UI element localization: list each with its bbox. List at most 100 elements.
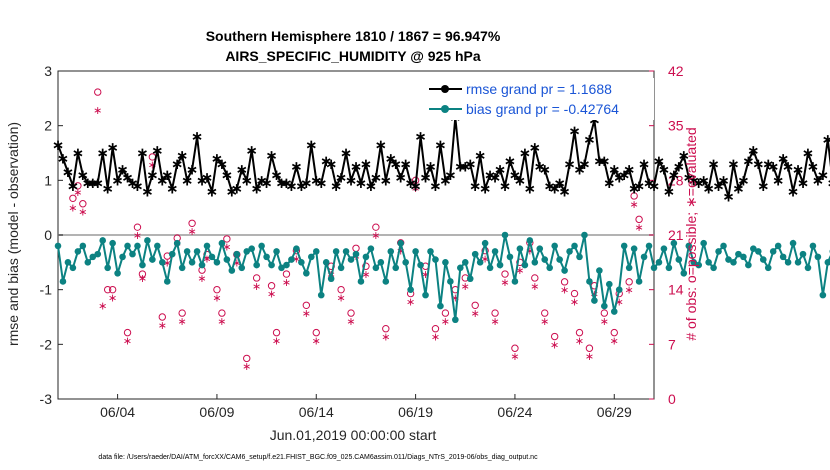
rmse-marker: ∗ (350, 158, 363, 176)
rmse-marker: ∗ (613, 169, 626, 187)
bias-marker (283, 261, 290, 269)
bias-marker (774, 242, 782, 250)
obs-evaluated-marker: ∗ (197, 272, 206, 285)
bias-marker (228, 267, 236, 274)
obs-evaluated-marker: ∗ (346, 315, 355, 328)
bias-marker (735, 250, 742, 258)
bias-marker (506, 253, 514, 261)
bias-marker (725, 256, 732, 263)
bias-marker (317, 291, 325, 299)
bias-marker (665, 264, 673, 272)
bias-marker (630, 245, 638, 252)
rmse-marker: ∗ (275, 174, 288, 192)
rmse-marker: ∗ (206, 182, 219, 200)
y2-tick-label: 7 (668, 336, 676, 352)
rmse-marker: ∗ (196, 171, 209, 189)
bias-marker (159, 259, 166, 266)
bias-marker (680, 269, 688, 277)
rmse-marker: ∗ (628, 180, 641, 198)
bias-marker (819, 291, 827, 299)
rmse-marker: ∗ (553, 174, 566, 192)
bias-marker (387, 248, 395, 255)
rmse-marker: ∗ (504, 152, 517, 170)
bias-marker (710, 264, 717, 272)
y-axis-label: rmse and bias (model - observation) (5, 122, 21, 346)
obs-possible-marker (635, 215, 643, 224)
y2-tick-label: 35 (668, 118, 684, 134)
bias-marker (809, 242, 817, 250)
bias-marker (804, 264, 812, 272)
obs-possible-marker (243, 354, 251, 363)
legend: rmse grand pr = 1.1688 bias grand pr = -… (426, 78, 654, 120)
rmse-marker: ∗ (543, 177, 556, 195)
rmse-marker: ∗ (111, 171, 124, 189)
rmse-marker: ∗ (668, 166, 681, 184)
bias-marker (238, 264, 246, 272)
bias-marker (730, 259, 737, 266)
bias-marker (784, 259, 792, 266)
bias-marker (293, 245, 300, 252)
rmse-marker: ∗ (260, 174, 273, 192)
rmse-marker: ∗ (434, 136, 447, 154)
rmse-marker: ∗ (598, 152, 611, 170)
rmse-marker: ∗ (176, 147, 189, 165)
bias-marker (561, 267, 568, 274)
rmse-marker: ∗ (419, 169, 432, 187)
obs-possible-marker (541, 309, 549, 317)
obs-possible-marker (103, 285, 112, 294)
rmse-marker: ∗ (201, 169, 214, 187)
obs-possible-marker (272, 328, 281, 337)
obs-possible-marker (382, 325, 390, 333)
bias-marker (586, 278, 593, 285)
rmse-marker: ∗ (464, 155, 477, 173)
rmse-marker: ∗ (191, 128, 204, 146)
bias-marker (501, 231, 509, 239)
rmse-marker: ∗ (305, 136, 318, 154)
bias-marker (109, 239, 116, 247)
obs-possible-marker (94, 88, 102, 96)
obs-possible-marker (471, 301, 479, 309)
obs-possible-marker (501, 270, 509, 278)
obs-possible-marker (252, 274, 261, 282)
bias-marker (481, 239, 489, 247)
bias-marker (789, 239, 797, 247)
obs-evaluated-marker: ∗ (431, 331, 440, 344)
bias-marker (750, 245, 757, 252)
rmse-marker: ∗ (653, 152, 666, 170)
bias-marker (144, 237, 151, 244)
obs-evaluated-marker: ∗ (461, 280, 470, 293)
rmse-marker: ∗ (300, 174, 313, 192)
bias-marker (625, 264, 633, 272)
rmse-marker: ∗ (136, 144, 149, 162)
bias-marker (516, 245, 524, 252)
bias-marker (163, 278, 171, 285)
obs-evaluated-marker: ∗ (252, 280, 261, 293)
rmse-marker: ∗ (633, 177, 646, 195)
rmse-marker: ∗ (365, 177, 378, 195)
bias-marker (536, 245, 544, 252)
y2-tick-label: 21 (668, 227, 684, 243)
bias-marker (466, 275, 474, 283)
rmse-marker: ∗ (77, 166, 90, 184)
bias-marker (347, 256, 355, 263)
bias-marker (183, 248, 191, 255)
bias-marker (799, 250, 807, 258)
bias-marker (322, 259, 330, 266)
bias-marker (253, 261, 260, 269)
rmse-marker: ∗ (707, 155, 720, 173)
rmse-marker: ∗ (812, 171, 825, 189)
bias-marker (764, 264, 772, 272)
rmse-marker: ∗ (568, 122, 581, 140)
bias-marker (178, 264, 186, 272)
bias-marker (442, 259, 449, 266)
rmse-marker: ∗ (186, 160, 199, 178)
bias-marker (258, 242, 265, 250)
y-tick-label: 1 (44, 172, 52, 188)
obs-possible-marker (491, 309, 499, 317)
bias-marker (521, 261, 529, 269)
rmse-marker: ∗ (742, 152, 755, 170)
obs-possible-marker (441, 309, 450, 317)
bias-marker (779, 253, 787, 261)
y-tick-label: -2 (40, 336, 53, 352)
